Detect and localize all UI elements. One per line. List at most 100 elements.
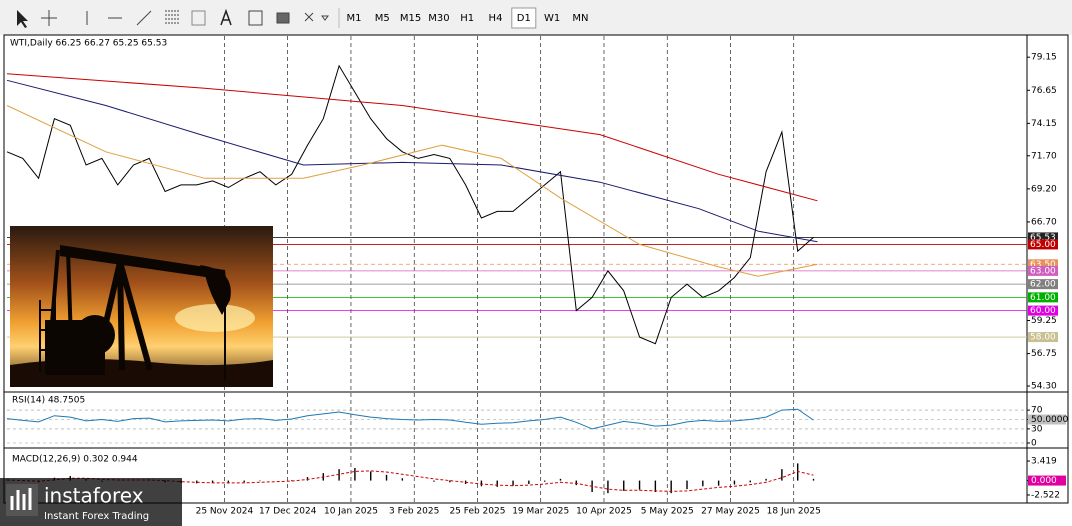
text-tool[interactable] xyxy=(220,8,232,26)
macd-bar xyxy=(623,480,625,491)
timeframe-button[interactable]: MN xyxy=(572,13,588,24)
macd-bar xyxy=(638,480,641,490)
crosshair-tool[interactable] xyxy=(41,10,57,26)
macd-bar xyxy=(306,477,309,481)
macd-title: MACD(12,26,9) 0.302 0.944 xyxy=(12,455,138,465)
y-tick-label: 54.30 xyxy=(1031,382,1057,392)
y-tick-label: 69.20 xyxy=(1031,184,1057,194)
timeframe-button[interactable]: H1 xyxy=(460,13,474,24)
macd-bar xyxy=(401,478,404,481)
logo-tagline: Instant Forex Trading xyxy=(44,511,149,522)
level-box xyxy=(1028,232,1058,243)
macd-bar xyxy=(559,478,562,481)
macd-bar xyxy=(733,480,736,485)
timeframe-button[interactable]: M5 xyxy=(375,13,390,24)
level-label: 63.50 xyxy=(1030,260,1056,270)
y-tick-box xyxy=(1028,475,1066,486)
macd-bar xyxy=(259,480,261,482)
x-tick-label: 18 Jun 2025 xyxy=(767,507,821,517)
macd-bar xyxy=(575,480,578,486)
level-box xyxy=(1028,239,1058,250)
macd-bar xyxy=(290,480,293,481)
x-tick-label: 19 Mar 2025 xyxy=(512,507,569,517)
macd-bar xyxy=(338,469,340,481)
macd-bar xyxy=(781,469,783,481)
y-tick-label: 0.000 xyxy=(1031,476,1057,486)
macd-bar xyxy=(433,480,435,482)
timeframe-button[interactable]: M30 xyxy=(428,13,449,24)
macd-bar xyxy=(812,478,815,481)
y-tick-label: 50.0000 xyxy=(1031,415,1068,425)
x-tick-label: 25 Nov 2024 xyxy=(196,507,254,517)
macd-bar xyxy=(702,480,704,487)
price-line xyxy=(6,73,818,202)
macd-bar xyxy=(370,471,372,481)
tool-icons xyxy=(17,8,340,28)
timeframe-button[interactable]: D1 xyxy=(517,13,531,24)
rsi-title: RSI(14) 48.7505 xyxy=(12,396,85,406)
y-tick-box xyxy=(1028,414,1066,425)
macd-bar xyxy=(670,480,672,494)
macd-bar xyxy=(243,480,245,483)
channel-tool[interactable] xyxy=(165,10,179,24)
timeframe-button[interactable]: M1 xyxy=(347,13,362,24)
y-tick-label: 0 xyxy=(1031,439,1037,449)
x-tick-label: 10 Apr 2025 xyxy=(576,507,632,517)
level-label: 58.00 xyxy=(1030,333,1056,343)
y-tick-label: 76.65 xyxy=(1031,86,1057,96)
price-line xyxy=(6,79,818,243)
y-tick-label: 71.70 xyxy=(1031,151,1057,161)
macd-bar xyxy=(480,480,483,487)
shapes-tool[interactable] xyxy=(276,12,290,24)
y-tick-label: 56.75 xyxy=(1031,349,1057,359)
macd-bar xyxy=(227,480,230,484)
y-tick-label: -2.522 xyxy=(1031,490,1060,500)
macd-bar xyxy=(686,480,688,490)
arrows-tool[interactable] xyxy=(304,12,329,22)
macd-bar xyxy=(385,474,388,481)
x-tick-label: 17 Dec 2024 xyxy=(259,507,317,517)
macd-bar xyxy=(796,463,799,481)
cursor-tool[interactable] xyxy=(17,10,28,28)
y-tick-label: 59.25 xyxy=(1031,316,1057,326)
x-tick-label: 3 Feb 2025 xyxy=(389,507,439,517)
macd-bar xyxy=(765,478,767,481)
oil-pump-photo xyxy=(10,226,273,387)
label-tool[interactable] xyxy=(248,10,263,26)
timeframe-button[interactable]: W1 xyxy=(544,13,560,24)
x-tick-label: 5 May 2025 xyxy=(641,507,694,517)
level-label: 65.53 xyxy=(1030,233,1056,243)
x-tick-label: 25 Feb 2025 xyxy=(449,507,505,517)
level-box xyxy=(1028,292,1058,303)
y-tick-label: 30 xyxy=(1031,424,1043,434)
fibo-tool[interactable] xyxy=(191,10,206,26)
level-box xyxy=(1028,265,1058,276)
macd-bar xyxy=(449,480,451,483)
level-label: 63.00 xyxy=(1030,266,1056,276)
y-tick-label: 3.419 xyxy=(1031,457,1057,467)
level-label: 65.00 xyxy=(1030,240,1056,250)
y-tick-label: 79.15 xyxy=(1031,53,1057,63)
timeframe-active xyxy=(511,7,537,29)
x-tick-label: 27 May 2025 xyxy=(701,507,760,517)
macd-bar xyxy=(496,480,498,487)
price-line xyxy=(6,408,814,430)
y-tick-label: 74.15 xyxy=(1031,119,1057,129)
chart-title: WTI,Daily 66.25 66.27 65.25 65.53 xyxy=(10,39,167,49)
macd-bar xyxy=(607,480,609,494)
macd-bar xyxy=(528,480,530,484)
level-box xyxy=(1028,305,1058,316)
level-box xyxy=(1028,332,1058,343)
y-tick-label: 66.70 xyxy=(1031,217,1057,227)
trendline-tool[interactable] xyxy=(136,10,152,26)
macd-bar xyxy=(354,468,356,481)
timeframe-button[interactable]: H4 xyxy=(489,13,503,24)
timeframe-button[interactable]: M15 xyxy=(400,13,421,24)
y-tick-label: 70 xyxy=(1031,406,1043,416)
macd-bar xyxy=(654,480,657,492)
x-tick-label: 10 Jan 2025 xyxy=(324,507,378,517)
macd-bar xyxy=(211,480,214,483)
price-line xyxy=(6,105,818,277)
